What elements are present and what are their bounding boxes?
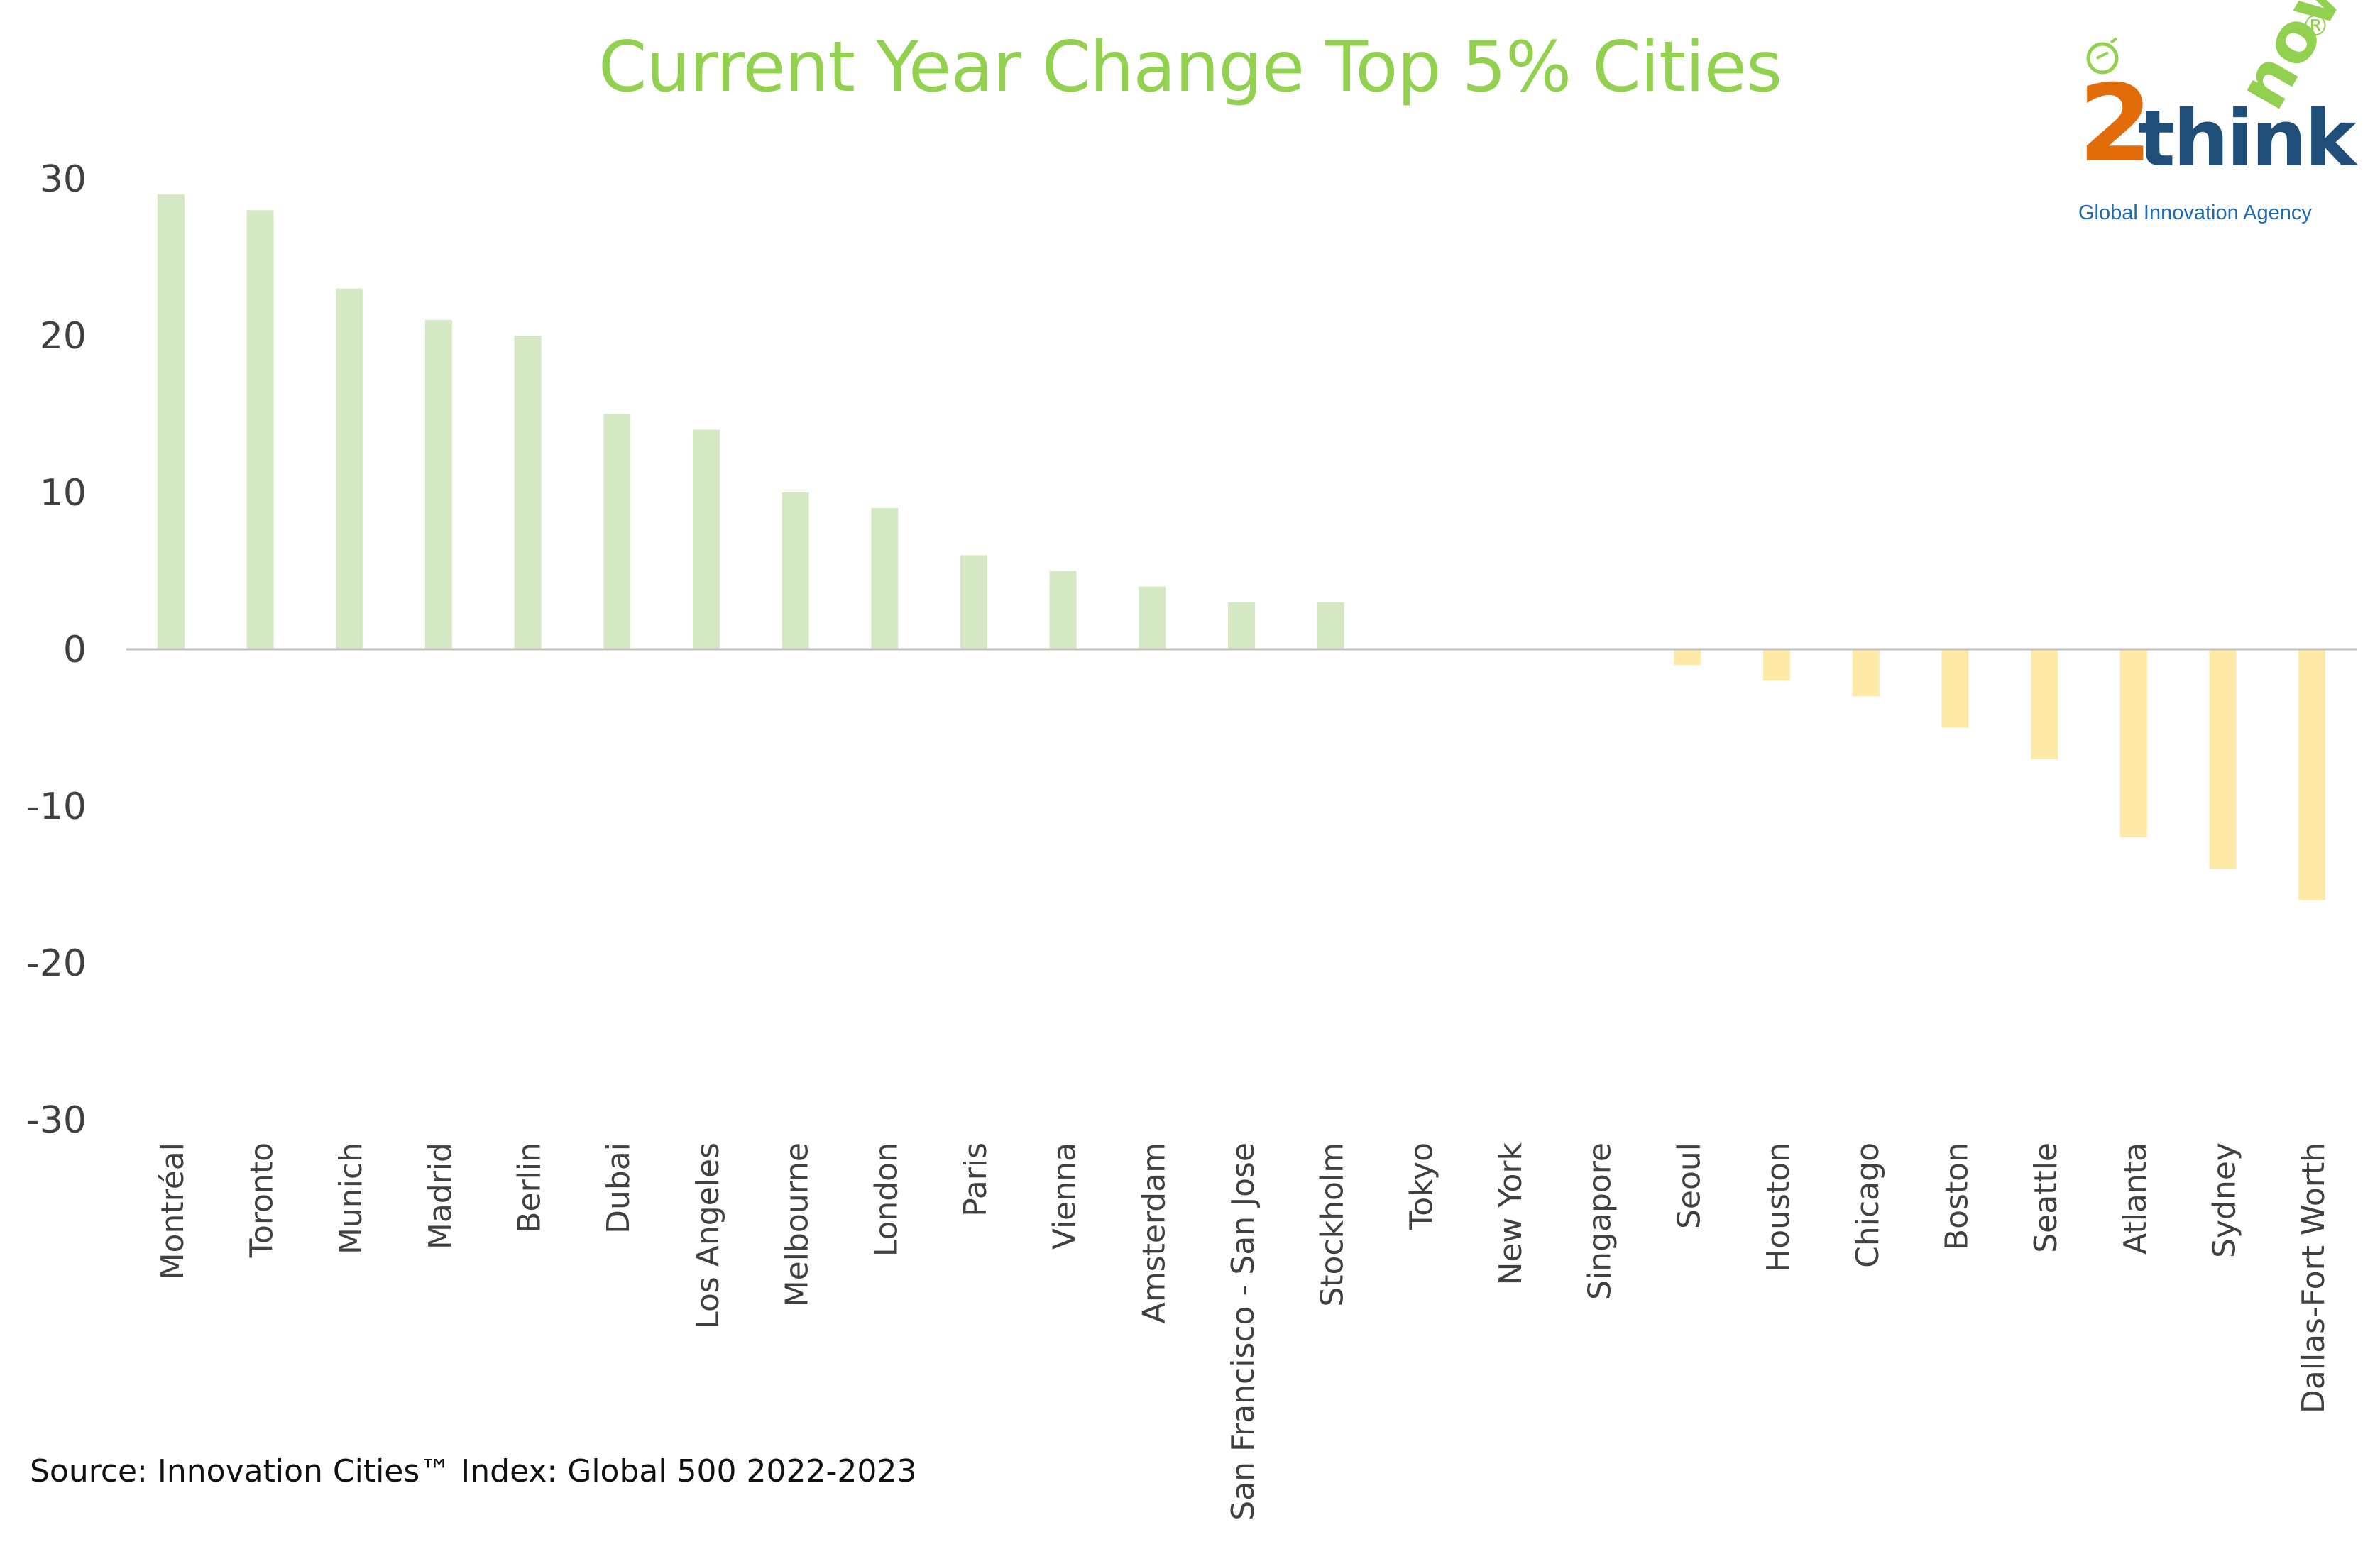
bar <box>424 319 452 649</box>
y-tick-label: 30 <box>40 158 87 201</box>
thinking-head-icon <box>2086 37 2119 75</box>
x-tick-label: Montréal <box>155 1142 191 1279</box>
registered-mark: ® <box>2301 10 2330 43</box>
x-tick-label: Tokyo <box>1403 1142 1439 1230</box>
x-tick-label: Paris <box>958 1142 994 1217</box>
bar <box>2209 649 2237 869</box>
x-tick-label: Atlanta <box>2117 1142 2154 1255</box>
x-tick-label: Melbourne <box>779 1142 816 1307</box>
bar <box>1049 571 1077 649</box>
logo-two: 2 <box>2078 62 2153 186</box>
x-tick-label: Munich <box>333 1142 369 1255</box>
bar <box>2031 649 2058 759</box>
x-tick-label: Chicago <box>1850 1142 1886 1268</box>
x-tick-label: Sydney <box>2206 1142 2242 1258</box>
bar <box>871 508 899 649</box>
bar <box>692 429 720 649</box>
bar <box>336 288 363 649</box>
logo-tagline: Global Innovation Agency <box>2078 202 2312 224</box>
bar <box>1139 586 1166 649</box>
logo-think: think <box>2138 93 2357 184</box>
x-tick-label: Singapore <box>1582 1142 1618 1300</box>
chart-title: Current Year Change Top 5% Cities <box>598 27 1782 108</box>
bar <box>157 194 185 650</box>
bar <box>2298 649 2326 900</box>
x-tick-label: Los Angeles <box>690 1142 726 1329</box>
x-tick-label: Houston <box>1760 1142 1797 1272</box>
x-tick-label: Dallas-Fort Worth <box>2296 1142 2332 1414</box>
2thinknow-logo: 2 think now ® Global Innovation Agency <box>2073 0 2371 228</box>
x-tick-label: Seoul <box>1671 1142 1707 1229</box>
y-tick-label: 20 <box>40 315 87 358</box>
y-tick-label: -30 <box>26 1099 87 1142</box>
bar <box>1674 649 1701 666</box>
x-tick-label: Amsterdam <box>1136 1142 1172 1323</box>
y-tick-label: -10 <box>26 786 87 828</box>
x-tick-label: San Francisco - San Jose <box>1225 1142 1261 1521</box>
x-tick-label: Boston <box>1938 1142 1975 1250</box>
bar <box>2119 649 2147 838</box>
source-note: Source: Innovation Cities™ Index: Global… <box>30 1453 917 1489</box>
x-tick-label: Toronto <box>244 1142 280 1258</box>
x-tick-label: New York <box>1493 1142 1529 1285</box>
bar <box>246 210 274 649</box>
bar <box>1763 649 1791 681</box>
bar <box>1941 649 1969 728</box>
x-tick-label: Vienna <box>1047 1142 1083 1250</box>
y-tick-label: -20 <box>26 942 87 985</box>
x-tick-label: Berlin <box>512 1142 548 1233</box>
bar <box>1228 602 1255 649</box>
x-tick-label: London <box>868 1142 904 1257</box>
x-tick-label: Seattle <box>2028 1142 2064 1253</box>
bar <box>960 555 987 649</box>
bar <box>1852 649 1880 697</box>
bar <box>1317 602 1344 649</box>
bar <box>603 414 631 649</box>
bar <box>782 492 809 649</box>
bar <box>514 336 542 649</box>
y-tick-label: 10 <box>40 472 87 514</box>
x-tick-label: Dubai <box>601 1142 637 1234</box>
y-tick-label: 0 <box>63 629 87 671</box>
x-tick-label: Madrid <box>422 1142 459 1250</box>
x-tick-label: Stockholm <box>1315 1142 1351 1307</box>
